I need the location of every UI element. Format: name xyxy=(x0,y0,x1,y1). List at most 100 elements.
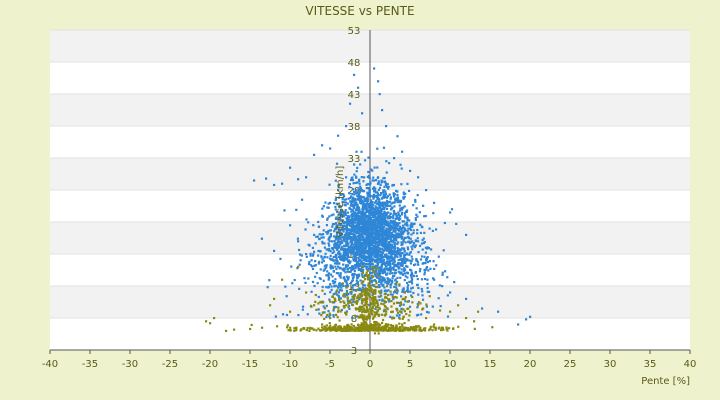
data-point-blue xyxy=(412,229,415,232)
data-point-olive xyxy=(331,295,334,298)
data-point-blue xyxy=(383,267,386,270)
data-point-blue xyxy=(385,182,388,185)
data-point-blue xyxy=(424,262,427,265)
data-point-blue xyxy=(408,240,411,243)
data-point-olive xyxy=(392,302,396,305)
data-point-olive xyxy=(337,309,340,312)
data-point-olive xyxy=(375,323,378,326)
data-point-blue xyxy=(381,207,384,210)
y-tick-label: 48 xyxy=(348,58,361,69)
data-point-blue xyxy=(392,220,395,223)
data-point-blue xyxy=(328,257,332,260)
data-point-olive xyxy=(383,313,386,316)
data-point-blue xyxy=(343,248,347,251)
data-point-blue xyxy=(344,227,348,230)
data-point-blue xyxy=(340,211,343,214)
data-point-blue xyxy=(349,200,352,203)
data-point-blue xyxy=(329,254,332,258)
data-point-blue xyxy=(365,240,368,243)
data-point-blue xyxy=(339,276,342,279)
data-point-olive xyxy=(401,323,404,326)
data-point-blue xyxy=(338,283,341,286)
data-point-blue xyxy=(349,178,353,182)
data-point-blue xyxy=(384,248,387,251)
data-point-blue xyxy=(394,253,397,257)
data-point-blue xyxy=(368,235,371,238)
data-point-blue xyxy=(368,277,372,280)
data-point-blue xyxy=(352,229,355,232)
data-point-blue xyxy=(363,204,366,207)
data-point-blue xyxy=(321,207,324,210)
data-point-blue xyxy=(392,229,395,232)
data-point-olive xyxy=(329,300,332,303)
data-point-blue xyxy=(374,218,378,222)
data-point-blue xyxy=(371,229,374,232)
data-point-olive xyxy=(334,323,338,326)
data-point-blue xyxy=(335,267,338,271)
data-point-olive xyxy=(371,323,374,327)
data-point-blue xyxy=(378,249,381,252)
data-point-blue xyxy=(380,243,383,247)
data-point-blue xyxy=(328,235,331,239)
data-point-blue xyxy=(368,224,371,227)
data-point-blue xyxy=(398,266,401,269)
data-point-blue xyxy=(344,244,348,247)
data-point-blue xyxy=(383,214,386,217)
data-point-olive xyxy=(365,316,368,319)
data-point-blue xyxy=(345,236,348,239)
data-point-blue xyxy=(329,235,332,238)
data-point-blue xyxy=(356,263,359,266)
data-point-blue xyxy=(322,305,325,308)
data-point-blue xyxy=(378,216,381,219)
data-point-blue xyxy=(348,233,351,236)
data-point-blue xyxy=(389,235,392,239)
data-point-blue xyxy=(359,237,362,240)
data-point-blue xyxy=(377,180,380,183)
data-point-blue xyxy=(393,274,396,277)
data-point-blue xyxy=(376,250,379,254)
data-point-olive xyxy=(293,327,296,330)
data-point-blue xyxy=(380,231,384,234)
data-point-blue xyxy=(353,215,357,218)
data-point-blue xyxy=(340,219,343,222)
data-point-blue xyxy=(418,244,422,248)
data-point-blue xyxy=(359,200,362,203)
data-point-blue xyxy=(357,217,361,220)
data-point-blue xyxy=(393,256,396,259)
data-point-olive xyxy=(416,326,419,329)
data-point-blue xyxy=(417,293,420,296)
data-point-blue xyxy=(421,294,424,297)
data-point-blue xyxy=(369,253,372,256)
data-point-blue xyxy=(402,193,406,196)
data-point-blue xyxy=(376,246,379,250)
data-point-blue xyxy=(353,73,356,76)
data-point-blue xyxy=(406,230,409,233)
data-point-blue xyxy=(366,235,369,238)
data-point-blue xyxy=(407,240,410,243)
data-point-olive xyxy=(404,328,407,331)
data-point-olive xyxy=(338,325,341,328)
data-point-blue xyxy=(346,264,350,267)
data-point-blue xyxy=(358,235,361,238)
data-point-blue xyxy=(373,279,377,282)
data-point-blue xyxy=(388,249,391,253)
data-point-blue xyxy=(305,218,308,221)
data-point-blue xyxy=(321,233,325,236)
data-point-blue xyxy=(398,222,401,225)
data-point-blue xyxy=(356,181,359,184)
data-point-blue xyxy=(363,241,367,244)
data-point-olive xyxy=(353,328,356,331)
data-point-blue xyxy=(411,273,414,276)
data-point-blue xyxy=(379,275,382,279)
data-point-blue xyxy=(366,263,369,266)
data-point-blue xyxy=(308,260,311,264)
data-point-olive xyxy=(378,306,381,309)
data-point-blue xyxy=(312,250,316,253)
data-point-olive xyxy=(328,312,331,315)
data-point-blue xyxy=(329,229,332,232)
data-point-blue xyxy=(368,212,371,215)
data-point-olive xyxy=(374,291,377,294)
data-point-blue xyxy=(361,224,364,227)
data-point-blue xyxy=(329,313,332,317)
data-point-blue xyxy=(335,216,338,219)
